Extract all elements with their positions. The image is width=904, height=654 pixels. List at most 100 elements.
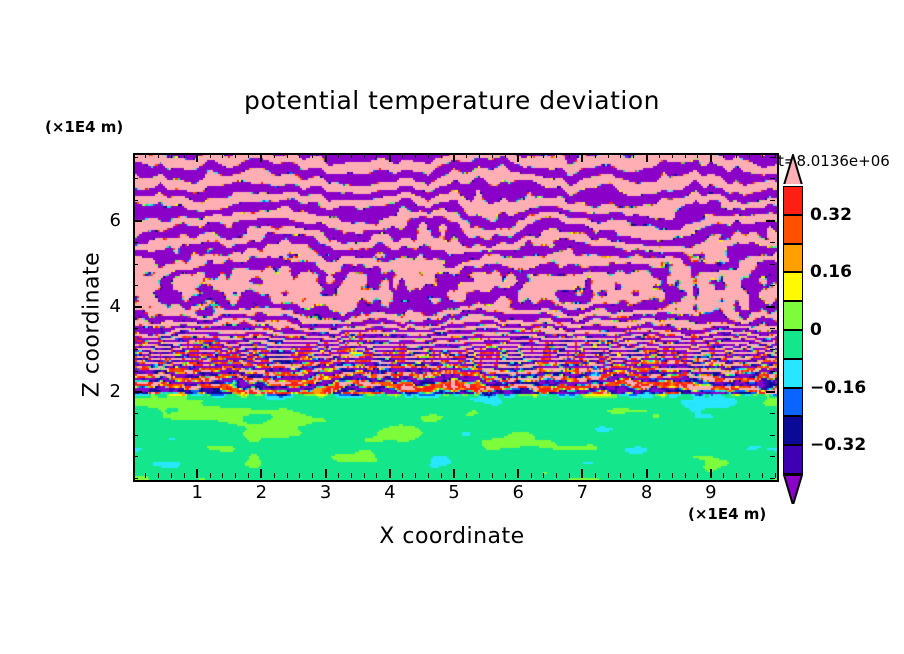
y-tick-minor-right — [770, 413, 775, 415]
x-tick-minor-top — [607, 153, 609, 158]
x-tick-label: 2 — [255, 482, 268, 503]
x-tick-minor-top — [158, 153, 160, 158]
y-tick-minor — [133, 263, 138, 265]
x-tick-minor — [774, 473, 776, 478]
y-tick-minor — [133, 285, 138, 287]
x-tick-major-top — [196, 153, 199, 162]
x-tick-minor-top — [402, 153, 404, 158]
colorbar-segment — [783, 301, 803, 330]
y-tick-minor — [133, 178, 138, 180]
x-tick-label: 8 — [640, 482, 653, 503]
x-tick-minor-top — [620, 153, 622, 158]
y-tick-label: 4 — [109, 295, 121, 317]
x-tick-minor-top — [440, 153, 442, 158]
x-tick-label: 3 — [319, 482, 332, 503]
colorbar — [783, 154, 803, 504]
y-tick-minor-right — [770, 178, 775, 180]
x-tick-minor-top — [774, 153, 776, 158]
x-tick-minor — [633, 473, 635, 478]
x-tick-major-top — [453, 153, 455, 162]
x-tick-minor-top — [684, 153, 686, 158]
x-axis-unit-label: (×1E4 m) — [688, 505, 767, 523]
x-tick-minor-top — [556, 153, 558, 158]
colorbar-over-arrow — [783, 154, 803, 184]
y-tick-minor-right — [770, 285, 775, 287]
x-tick-minor — [248, 473, 250, 478]
x-tick-major — [709, 469, 712, 478]
x-tick-minor — [479, 473, 481, 478]
x-tick-minor-top — [235, 153, 237, 158]
x-tick-minor-top — [671, 153, 673, 158]
x-tick-label: 4 — [384, 482, 396, 503]
x-tick-minor — [723, 473, 725, 478]
y-tick-minor — [133, 413, 138, 415]
colorbar-tick-label: −0.32 — [810, 435, 867, 456]
y-tick-minor — [133, 156, 138, 158]
y-tick-minor-right — [770, 477, 775, 479]
y-tick-minor — [133, 199, 138, 201]
x-tick-minor-top — [735, 153, 737, 158]
x-tick-minor — [235, 473, 237, 478]
x-tick-minor-top — [761, 153, 763, 158]
colorbar-segment — [783, 243, 803, 273]
x-tick-minor-top — [376, 153, 378, 158]
x-tick-major — [388, 469, 391, 478]
x-tick-major — [581, 469, 584, 478]
y-tick-minor-right — [770, 327, 775, 329]
y-tick-minor — [133, 327, 138, 329]
x-tick-minor — [671, 473, 673, 478]
x-tick-minor-top — [171, 153, 173, 158]
x-tick-minor-top — [697, 153, 699, 158]
x-tick-minor-top — [530, 153, 532, 158]
x-tick-minor-top — [248, 153, 250, 158]
x-tick-minor — [504, 473, 506, 478]
x-tick-major — [645, 469, 648, 478]
colorbar-tick-label: 0.16 — [810, 262, 852, 283]
colorbar-segment — [783, 214, 803, 244]
x-tick-minor — [171, 473, 173, 478]
x-tick-minor-top — [594, 153, 596, 158]
x-tick-minor — [658, 473, 660, 478]
x-tick-minor-top — [414, 153, 416, 158]
x-tick-minor — [620, 473, 622, 478]
x-tick-label: 7 — [576, 482, 589, 503]
x-tick-label: 9 — [705, 482, 717, 503]
y-tick-major — [133, 305, 142, 308]
x-tick-minor — [286, 473, 288, 478]
colorbar-tick-label: 0.32 — [810, 204, 852, 225]
y-tick-minor — [133, 242, 138, 244]
x-tick-minor — [569, 473, 571, 478]
x-tick-major — [196, 469, 199, 478]
x-tick-major-top — [517, 153, 520, 162]
x-tick-minor-top — [492, 153, 494, 158]
x-tick-minor — [492, 473, 494, 478]
y-tick-major-right — [766, 391, 775, 394]
x-tick-minor-top — [658, 153, 660, 158]
x-tick-minor-top — [299, 153, 301, 158]
x-tick-minor — [594, 473, 596, 478]
x-tick-label: 6 — [512, 482, 524, 503]
x-tick-minor — [402, 473, 404, 478]
y-tick-minor-right — [770, 263, 775, 265]
contour-plot-area — [133, 153, 779, 482]
x-tick-minor-top — [273, 153, 275, 158]
y-tick-minor — [133, 477, 138, 479]
colorbar-under-arrow — [783, 474, 803, 504]
x-tick-minor — [145, 473, 147, 478]
x-tick-major — [260, 469, 263, 478]
y-tick-minor — [133, 349, 138, 351]
y-tick-minor-right — [770, 370, 775, 372]
x-tick-minor-top — [337, 153, 339, 158]
x-tick-minor — [183, 473, 185, 478]
x-tick-minor — [312, 473, 314, 478]
x-tick-minor — [684, 473, 686, 478]
x-tick-minor — [209, 473, 211, 478]
x-tick-minor-top — [183, 153, 185, 158]
x-tick-minor-top — [633, 153, 635, 158]
x-tick-minor-top — [286, 153, 288, 158]
y-tick-minor — [133, 456, 138, 458]
x-tick-minor-top — [543, 153, 545, 158]
x-axis-label: X coordinate — [379, 524, 525, 549]
x-tick-label: 5 — [448, 482, 460, 503]
x-tick-minor — [363, 473, 365, 478]
